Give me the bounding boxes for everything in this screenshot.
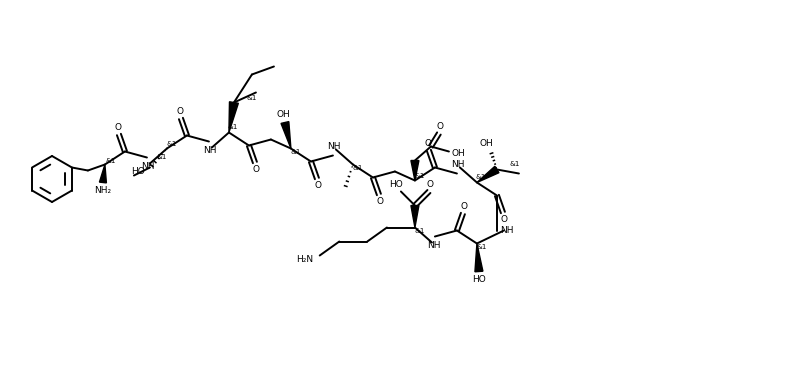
Text: &1: &1 <box>352 165 363 171</box>
Polygon shape <box>476 166 499 182</box>
Text: &1: &1 <box>290 150 301 156</box>
Text: NH: NH <box>141 162 154 171</box>
Text: &1: &1 <box>166 141 177 147</box>
Text: &1: &1 <box>247 94 257 100</box>
Text: &1: &1 <box>414 229 425 235</box>
Polygon shape <box>474 244 483 272</box>
Polygon shape <box>229 102 238 132</box>
Text: O: O <box>500 215 507 224</box>
Text: O: O <box>176 107 183 116</box>
Text: &1: &1 <box>509 162 520 167</box>
Text: NH: NH <box>427 241 440 250</box>
Text: OH: OH <box>450 149 464 158</box>
Text: NH: NH <box>203 146 217 155</box>
Text: HO: HO <box>388 180 402 189</box>
Text: HO: HO <box>131 167 144 176</box>
Text: &1: &1 <box>105 159 116 164</box>
Text: O: O <box>376 197 383 206</box>
Text: O: O <box>436 122 443 131</box>
Text: NH: NH <box>327 142 341 151</box>
Text: H₂N: H₂N <box>296 255 313 264</box>
Polygon shape <box>99 164 106 183</box>
Text: O: O <box>426 180 433 189</box>
Text: OH: OH <box>276 110 290 119</box>
Text: NH: NH <box>451 160 464 169</box>
Text: HO: HO <box>471 275 485 284</box>
Text: O: O <box>424 139 431 148</box>
Text: OH: OH <box>478 139 492 148</box>
Text: &1: &1 <box>475 174 486 180</box>
Text: &1: &1 <box>476 244 487 250</box>
Polygon shape <box>410 206 418 227</box>
Text: NH: NH <box>500 226 513 235</box>
Polygon shape <box>410 161 418 180</box>
Text: O: O <box>314 181 321 190</box>
Text: NH₂: NH₂ <box>94 186 111 195</box>
Text: &1: &1 <box>157 155 167 161</box>
Polygon shape <box>281 121 290 149</box>
Text: &1: &1 <box>414 173 425 179</box>
Text: &1: &1 <box>227 124 238 130</box>
Text: O: O <box>460 202 467 211</box>
Text: O: O <box>114 123 122 132</box>
Text: O: O <box>252 165 259 174</box>
